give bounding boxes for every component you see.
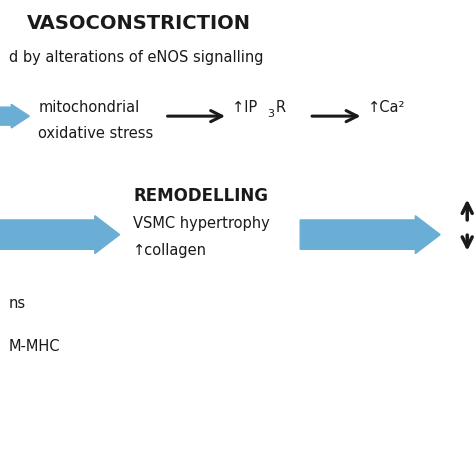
Text: ns: ns	[9, 296, 26, 311]
Text: ↑collagen: ↑collagen	[133, 243, 207, 258]
Text: REMODELLING: REMODELLING	[133, 187, 268, 205]
Text: R: R	[275, 100, 285, 115]
Text: ↑IP: ↑IP	[232, 100, 263, 115]
Text: d by alterations of eNOS signalling: d by alterations of eNOS signalling	[9, 50, 264, 65]
FancyArrow shape	[300, 216, 440, 254]
Text: mitochondrial: mitochondrial	[38, 100, 140, 115]
Text: VASOCONSTRICTION: VASOCONSTRICTION	[27, 14, 251, 33]
Text: VSMC hypertrophy: VSMC hypertrophy	[133, 216, 270, 231]
Text: M-MHC: M-MHC	[9, 339, 61, 354]
Text: ↑Ca²: ↑Ca²	[368, 100, 405, 115]
FancyArrow shape	[0, 104, 29, 128]
FancyArrow shape	[0, 216, 119, 254]
Text: oxidative stress: oxidative stress	[38, 126, 154, 141]
Text: 3: 3	[267, 109, 274, 119]
